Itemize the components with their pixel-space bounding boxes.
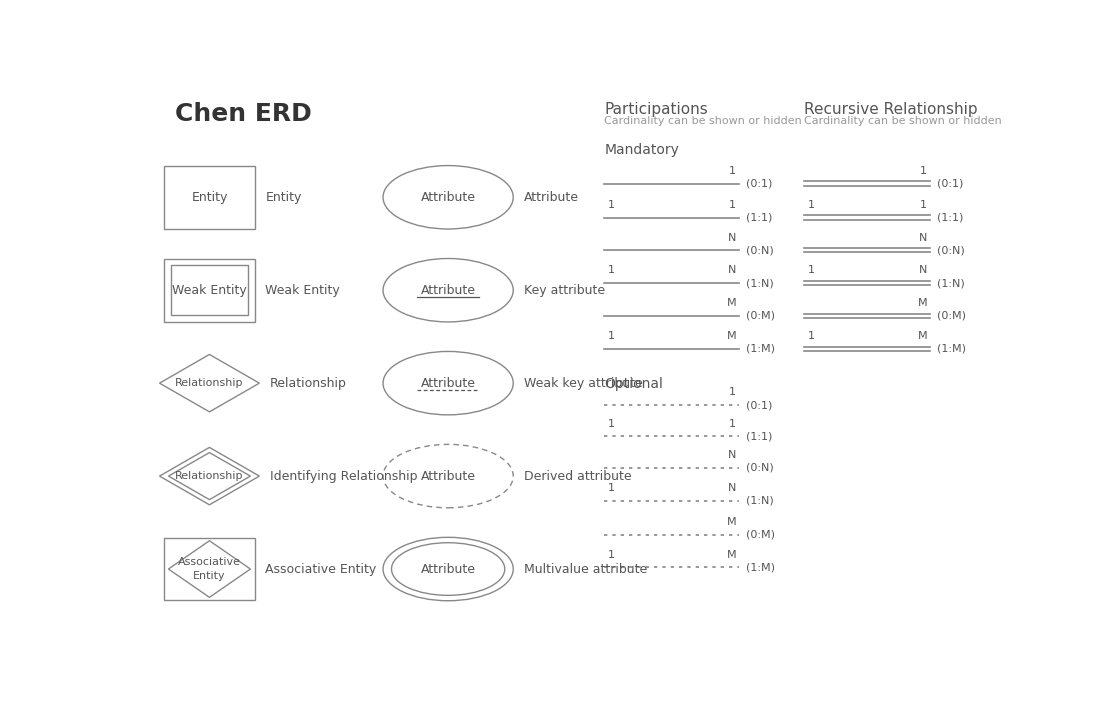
Text: Chen ERD: Chen ERD xyxy=(175,102,311,126)
Text: 1: 1 xyxy=(608,418,615,429)
Text: (0:1): (0:1) xyxy=(746,400,772,410)
Text: 1: 1 xyxy=(808,200,814,210)
Text: 1: 1 xyxy=(808,331,814,341)
Text: 1: 1 xyxy=(608,200,615,210)
Text: N: N xyxy=(728,450,736,460)
Text: Cardinality can be shown or hidden: Cardinality can be shown or hidden xyxy=(804,116,1001,126)
FancyBboxPatch shape xyxy=(171,265,248,315)
Text: (1:M): (1:M) xyxy=(936,344,965,354)
Text: N: N xyxy=(728,233,736,243)
Text: Optional: Optional xyxy=(605,376,663,390)
Text: Relationship: Relationship xyxy=(270,376,347,390)
Text: Attribute: Attribute xyxy=(421,376,476,390)
Text: Relationship: Relationship xyxy=(175,378,244,388)
Text: Attribute: Attribute xyxy=(421,469,476,483)
Text: 1: 1 xyxy=(729,418,736,429)
Text: Weak Entity: Weak Entity xyxy=(172,284,246,297)
Text: Key attribute: Key attribute xyxy=(524,284,605,297)
Text: (1:N): (1:N) xyxy=(936,278,964,288)
Text: Derived attribute: Derived attribute xyxy=(524,469,632,483)
FancyBboxPatch shape xyxy=(164,166,255,229)
Text: 1: 1 xyxy=(729,200,736,210)
Text: Entity: Entity xyxy=(192,191,227,204)
Text: (1:N): (1:N) xyxy=(746,278,774,288)
Text: Weak Entity: Weak Entity xyxy=(265,284,340,297)
FancyBboxPatch shape xyxy=(164,258,255,322)
Text: N: N xyxy=(918,233,927,243)
Text: (1:1): (1:1) xyxy=(936,212,963,222)
Text: 1: 1 xyxy=(608,483,615,493)
Text: Attribute: Attribute xyxy=(524,191,579,204)
Text: (0:M): (0:M) xyxy=(746,311,775,321)
Text: (0:1): (0:1) xyxy=(936,179,963,189)
Text: Recursive Relationship: Recursive Relationship xyxy=(804,102,978,116)
Text: Identifying Relationship: Identifying Relationship xyxy=(270,469,418,483)
Text: M: M xyxy=(727,550,736,559)
Text: (0:N): (0:N) xyxy=(746,463,774,473)
Text: 1: 1 xyxy=(921,200,927,210)
Text: N: N xyxy=(728,266,736,275)
Text: Mandatory: Mandatory xyxy=(605,143,679,157)
Text: Cardinality can be shown or hidden: Cardinality can be shown or hidden xyxy=(605,116,802,126)
Text: Entity: Entity xyxy=(265,191,301,204)
Text: Participations: Participations xyxy=(605,102,708,116)
Text: (0:N): (0:N) xyxy=(936,245,964,256)
FancyBboxPatch shape xyxy=(164,537,255,601)
Text: (1:1): (1:1) xyxy=(746,431,772,441)
Text: Associative Entity: Associative Entity xyxy=(265,562,376,576)
Text: (1:1): (1:1) xyxy=(746,212,772,222)
Text: Attribute: Attribute xyxy=(421,284,476,297)
Text: M: M xyxy=(727,298,736,308)
Text: (0:1): (0:1) xyxy=(746,179,772,189)
Text: (1:N): (1:N) xyxy=(746,496,774,506)
Text: M: M xyxy=(727,517,736,527)
Text: 1: 1 xyxy=(608,550,615,559)
Text: (1:M): (1:M) xyxy=(746,344,775,354)
Text: M: M xyxy=(917,298,927,308)
Text: N: N xyxy=(728,483,736,493)
Text: 1: 1 xyxy=(608,266,615,275)
Text: Multivalue attribute: Multivalue attribute xyxy=(524,562,647,576)
Text: Attribute: Attribute xyxy=(421,562,476,576)
Text: Relationship: Relationship xyxy=(175,471,244,481)
Text: 1: 1 xyxy=(608,331,615,341)
Text: M: M xyxy=(917,331,927,341)
Text: Weak key attribute: Weak key attribute xyxy=(524,376,643,390)
Text: M: M xyxy=(727,331,736,341)
Text: 1: 1 xyxy=(808,266,814,275)
Text: 1: 1 xyxy=(921,166,927,176)
Text: (0:N): (0:N) xyxy=(746,245,774,256)
Text: Associative
Entity: Associative Entity xyxy=(178,557,241,581)
Text: Attribute: Attribute xyxy=(421,191,476,204)
Text: (0:M): (0:M) xyxy=(746,530,775,540)
Text: 1: 1 xyxy=(729,166,736,176)
Text: N: N xyxy=(918,266,927,275)
Text: 1: 1 xyxy=(729,388,736,398)
Text: (0:M): (0:M) xyxy=(936,311,965,321)
Text: (1:M): (1:M) xyxy=(746,562,775,572)
